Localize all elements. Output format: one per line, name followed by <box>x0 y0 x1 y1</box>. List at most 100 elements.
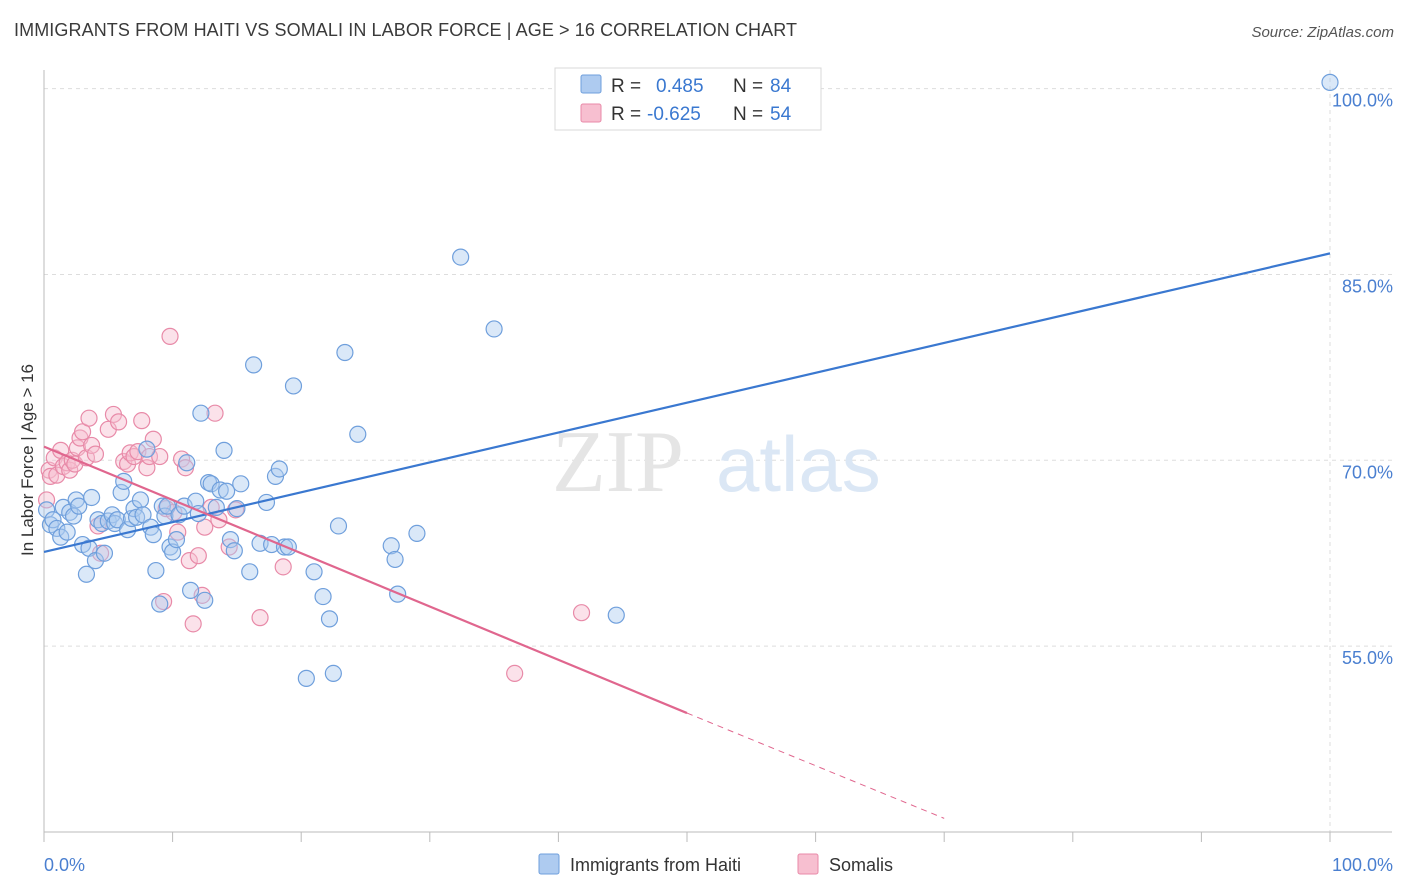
haiti-point <box>607 606 625 624</box>
somali-points <box>37 327 591 683</box>
legend-haiti-swatch <box>580 74 602 94</box>
haiti-point <box>336 343 354 362</box>
haiti-point <box>320 610 339 628</box>
somali-point <box>189 547 207 565</box>
haiti-point <box>245 356 263 374</box>
legend-somali-n-label: N = <box>733 104 763 125</box>
haiti-point <box>408 524 426 542</box>
somali-point <box>161 327 179 345</box>
haiti-point <box>232 475 250 493</box>
haiti-point <box>192 404 210 422</box>
somali-point <box>86 445 105 463</box>
legend-haiti-n-value: 84 <box>770 76 792 97</box>
haiti-trend-line <box>43 252 1331 554</box>
somali-point <box>572 604 591 622</box>
haiti-point <box>48 519 66 538</box>
legend-somali-r-value: -0.625 <box>647 104 701 125</box>
somali-point <box>184 615 202 633</box>
haiti-point <box>202 475 220 493</box>
haiti-point <box>297 669 315 687</box>
somali-point <box>180 552 198 570</box>
haiti-point <box>138 440 156 458</box>
haiti-point <box>182 581 200 599</box>
watermark-zip: ZIP <box>552 414 684 511</box>
haiti-point <box>144 526 162 544</box>
somali-point <box>41 467 60 485</box>
haiti-point <box>270 460 288 478</box>
somali-point <box>37 491 56 509</box>
haiti-point <box>58 523 76 541</box>
haiti-point <box>134 506 152 524</box>
haiti-point <box>329 517 348 535</box>
haiti-point <box>82 488 101 507</box>
haiti-point <box>131 491 150 509</box>
haiti-point <box>349 425 367 443</box>
haiti-point <box>1321 73 1339 91</box>
haiti-point <box>485 320 503 338</box>
somali-trend-line <box>43 445 688 715</box>
legend-somali-r-label: R = <box>611 104 641 125</box>
haiti-point <box>147 561 165 580</box>
haiti-point <box>221 530 240 549</box>
top-legend: R = 0.485 N = 84 R = -0.625 N = 54 <box>554 67 822 131</box>
haiti-point <box>225 542 243 560</box>
haiti-point <box>382 537 400 555</box>
legend-haiti-r-label: R = <box>611 76 641 97</box>
haiti-points <box>37 73 1339 687</box>
haiti-point <box>215 441 233 459</box>
x-tick-label: 0.0% <box>44 855 85 875</box>
haiti-point <box>178 454 196 472</box>
somali-point <box>82 436 101 455</box>
somali-point <box>506 664 524 683</box>
haiti-point <box>112 483 130 502</box>
y-tick-label: 55.0% <box>1342 648 1393 668</box>
trend-layer <box>43 252 1331 819</box>
haiti-point <box>284 377 303 395</box>
haiti-point <box>305 563 323 581</box>
haiti-point <box>77 565 96 583</box>
somali-point <box>48 466 66 484</box>
haiti-point <box>108 511 126 529</box>
y-tick-label: 85.0% <box>1342 276 1393 296</box>
bottom-legend-somali-label: Somalis <box>829 855 893 875</box>
haiti-point <box>44 511 62 529</box>
legend-haiti-r-value: 0.485 <box>656 76 704 97</box>
somali-point <box>133 412 151 430</box>
somali-trend-line <box>686 712 945 819</box>
y-tick-label: 100.0% <box>1332 91 1393 111</box>
haiti-point <box>324 664 342 683</box>
bottom-legend: Immigrants from Haiti Somalis <box>538 853 893 875</box>
somali-point <box>138 459 156 477</box>
haiti-point <box>167 530 186 549</box>
y-tick-label: 70.0% <box>1342 462 1393 482</box>
somali-point <box>109 413 128 431</box>
bottom-legend-somali-swatch <box>797 853 819 875</box>
axis-layer: 55.0% 70.0% 85.0% 100.0% 0.0% 100.0% <box>43 70 1393 875</box>
legend-haiti-n-label: N = <box>733 76 763 97</box>
chart-source: Source: ZipAtlas.com <box>1251 24 1394 41</box>
somali-point <box>206 404 224 422</box>
somali-point <box>251 609 269 627</box>
bottom-legend-haiti-label: Immigrants from Haiti <box>570 855 741 875</box>
watermark: ZIP atlas <box>552 414 881 511</box>
legend-somali-swatch <box>580 103 602 123</box>
haiti-point <box>196 591 214 609</box>
bottom-legend-haiti-swatch <box>538 853 560 875</box>
watermark-atlas: atlas <box>716 420 881 508</box>
haiti-point <box>452 248 470 266</box>
haiti-point <box>151 595 169 613</box>
chart-title: IMMIGRANTS FROM HAITI VS SOMALI IN LABOR… <box>14 20 798 40</box>
grid-layer <box>44 70 1392 832</box>
somali-point <box>80 409 98 427</box>
x-tick-label: 100.0% <box>1332 855 1393 875</box>
haiti-point <box>241 563 259 581</box>
legend-somali-n-value: 54 <box>770 104 792 125</box>
haiti-point <box>314 587 332 606</box>
haiti-point <box>153 497 171 515</box>
haiti-point <box>70 497 88 515</box>
somali-point <box>144 430 162 448</box>
haiti-point <box>386 550 404 569</box>
haiti-point <box>218 482 236 500</box>
somali-point <box>151 447 169 466</box>
